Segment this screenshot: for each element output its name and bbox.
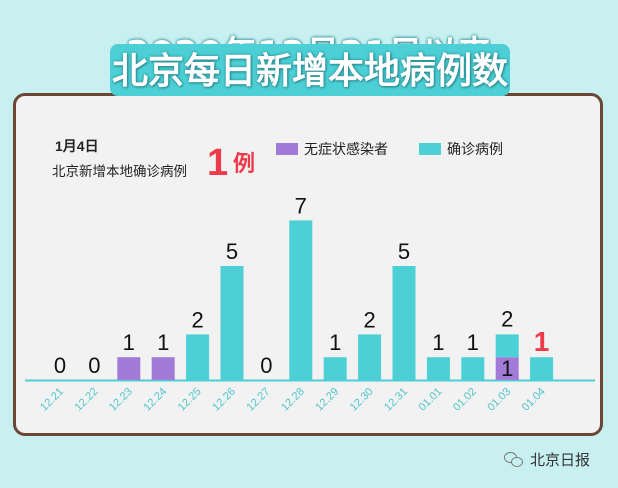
bar-asymptomatic-12.24 bbox=[151, 357, 175, 380]
x-tick-label-01.03: 01.03 bbox=[485, 386, 513, 414]
bar-confirmed-12.28 bbox=[289, 220, 313, 380]
note-count: 1 bbox=[207, 142, 229, 184]
value-label-12.23: 1 bbox=[123, 330, 135, 355]
x-tick-label-12.23: 12.23 bbox=[107, 386, 135, 414]
x-tick-label-01.04: 01.04 bbox=[520, 386, 548, 414]
bar-asymptomatic-01.03 bbox=[495, 357, 519, 380]
bar-asymptomatic-12.23 bbox=[117, 357, 141, 380]
bar-confirmed-01.01 bbox=[426, 357, 450, 380]
wechat-icon bbox=[503, 451, 524, 468]
x-tick-label-12.27: 12.27 bbox=[245, 386, 273, 414]
x-tick-label-12.21: 12.21 bbox=[38, 386, 66, 414]
value-label-12.21: 0 bbox=[54, 353, 66, 378]
legend-asymptomatic: 无症状感染者 bbox=[276, 139, 388, 159]
note-unit: 例 bbox=[233, 152, 256, 177]
legend-label-confirmed: 确诊病例 bbox=[447, 142, 503, 158]
value-label-12.25: 2 bbox=[191, 307, 203, 332]
bar-confirmed-01.03 bbox=[495, 334, 519, 358]
bar-confirmed-12.31 bbox=[392, 266, 416, 380]
bar-confirmed-01.02 bbox=[461, 357, 485, 380]
value-label-12.26: 5 bbox=[226, 239, 238, 264]
note-date: 1月4日 bbox=[55, 138, 99, 154]
footer-source-label: 北京日报 bbox=[529, 451, 590, 469]
bar-confirmed-12.29 bbox=[323, 357, 347, 380]
note-text: 北京新增本地确诊病例 bbox=[52, 164, 187, 179]
x-tick-label-12.26: 12.26 bbox=[210, 386, 238, 414]
x-tick-label-01.01: 01.01 bbox=[417, 386, 445, 414]
value-label-01.03: 2 bbox=[501, 306, 513, 331]
value-label-01.02: 1 bbox=[467, 330, 479, 355]
legend-swatch-confirmed bbox=[419, 143, 441, 155]
x-tick-label-12.29: 12.29 bbox=[313, 386, 341, 414]
x-tick-label-12.22: 12.22 bbox=[73, 386, 101, 414]
value-label-12.30: 2 bbox=[363, 307, 375, 332]
bar-confirmed-12.26 bbox=[220, 266, 244, 380]
value-label-12.27: 0 bbox=[260, 353, 272, 378]
value-label-12.22: 0 bbox=[88, 353, 100, 378]
bar-confirmed-12.25 bbox=[186, 334, 210, 380]
value-label-01.04: 1 bbox=[534, 326, 550, 357]
value-label-01.03-inner: 1 bbox=[501, 356, 513, 381]
x-tick-label-12.25: 12.25 bbox=[176, 386, 204, 414]
value-label-12.31: 5 bbox=[398, 239, 410, 264]
value-label-12.29: 1 bbox=[329, 330, 341, 355]
x-tick-label-12.24: 12.24 bbox=[141, 386, 169, 414]
value-label-12.28: 7 bbox=[295, 193, 307, 218]
x-tick-label-12.31: 12.31 bbox=[382, 386, 410, 414]
x-tick-label-12.30: 12.30 bbox=[348, 386, 376, 414]
value-label-01.01: 1 bbox=[432, 330, 444, 355]
bar-confirmed-12.30 bbox=[358, 334, 382, 380]
x-tick-label-12.28: 12.28 bbox=[279, 386, 307, 414]
legend-swatch-asymptomatic bbox=[276, 143, 298, 155]
bar-confirmed-01.04 bbox=[530, 357, 554, 380]
legend-label-asymptomatic: 无症状感染者 bbox=[304, 142, 388, 158]
footer-source: 北京日报 bbox=[503, 449, 590, 470]
x-tick-label-01.02: 01.02 bbox=[451, 386, 479, 414]
legend-confirmed: 确诊病例 bbox=[419, 139, 503, 159]
title-line-2: 北京每日新增本地病例数 bbox=[110, 44, 510, 96]
value-label-12.24: 1 bbox=[157, 330, 169, 355]
